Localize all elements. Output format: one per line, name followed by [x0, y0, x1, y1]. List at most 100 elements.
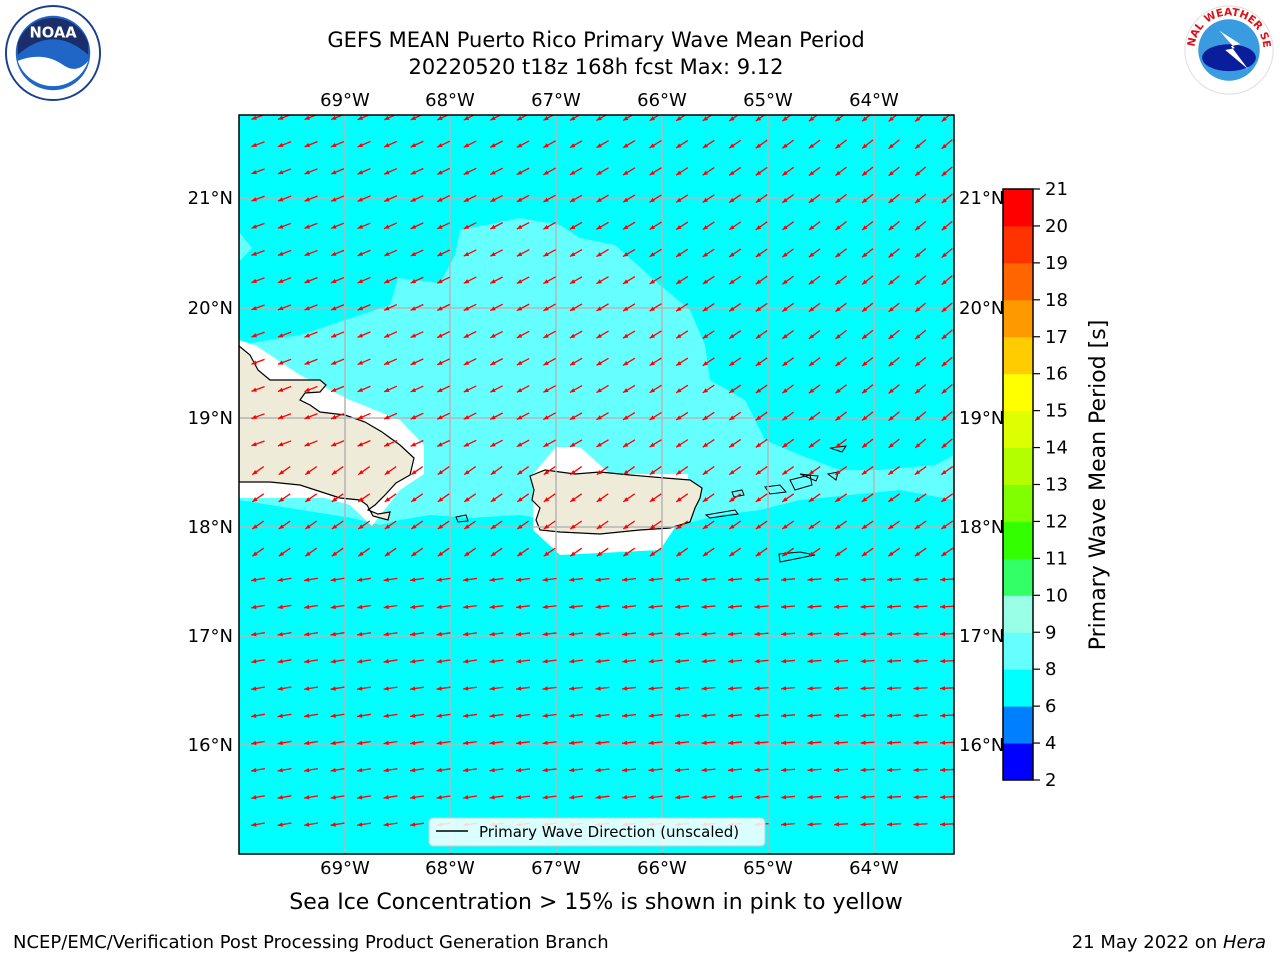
wave-arrow	[807, 794, 822, 800]
wave-arrow	[780, 577, 796, 582]
wave-arrow	[914, 166, 927, 177]
wave-arrow	[462, 577, 478, 582]
wave-arrow	[436, 276, 451, 284]
lon-label-top: 65°W	[743, 90, 793, 111]
wave-arrow	[542, 659, 557, 664]
wave-arrow	[436, 686, 451, 691]
colorbar-tick-label: 6	[1045, 696, 1056, 717]
wave-arrow	[304, 141, 318, 148]
wave-arrow	[887, 493, 901, 503]
wave-arrow	[728, 194, 742, 204]
wave-arrow	[861, 166, 874, 177]
wave-arrow	[462, 740, 478, 746]
wave-arrow	[914, 466, 927, 476]
wave-arrow	[781, 438, 795, 449]
wave-arrow	[727, 794, 743, 800]
wave-arrow	[622, 115, 634, 122]
wave-arrow	[622, 330, 636, 339]
wave-arrow	[675, 357, 689, 367]
wave-arrow	[489, 276, 504, 284]
wave-arrow	[409, 795, 425, 800]
wave-arrow	[674, 577, 690, 582]
wave-arrow	[781, 466, 795, 476]
wave-arrow	[569, 357, 583, 366]
wave-arrow	[675, 194, 689, 203]
wave-arrow	[515, 631, 531, 637]
wave-arrow	[489, 249, 504, 257]
wave-arrow	[277, 195, 292, 202]
wave-arrow	[886, 658, 902, 664]
wave-arrow	[277, 767, 292, 773]
wave-arrow	[568, 631, 584, 637]
wave-arrow	[304, 222, 318, 229]
wave-arrow	[383, 195, 398, 203]
wave-arrow	[808, 275, 821, 285]
wave-arrow	[807, 604, 822, 609]
wave-arrow	[835, 302, 847, 313]
wave-arrow	[277, 795, 292, 800]
wave-arrow	[436, 439, 451, 448]
wave-arrow	[886, 794, 902, 800]
wave-arrow	[888, 115, 898, 122]
chart-subtitle: 20220520 t18z 168h fcst Max: 9.12	[408, 55, 784, 79]
wave-arrow	[515, 659, 531, 664]
wave-arrow	[489, 167, 504, 176]
wave-arrow	[436, 167, 451, 176]
wave-arrow	[251, 222, 265, 229]
wave-arrow	[463, 466, 477, 476]
wave-arrow	[569, 115, 581, 122]
wave-arrow	[463, 115, 476, 121]
wave-arrow	[251, 493, 265, 503]
lat-label-right: 19°N	[959, 408, 1004, 429]
wave-arrow	[622, 520, 636, 530]
wave-arrow	[781, 115, 792, 122]
wave-arrow	[833, 767, 849, 773]
wave-arrow	[410, 439, 424, 447]
wave-arrow	[250, 822, 266, 827]
wave-arrow	[516, 385, 530, 393]
colorbar-tick-label: 12	[1045, 511, 1068, 532]
wave-arrow	[648, 740, 663, 745]
wave-arrow	[780, 686, 796, 691]
wave-arrow	[437, 547, 450, 557]
wave-arrow	[568, 686, 584, 691]
wave-arrow	[277, 168, 292, 175]
wave-arrow	[728, 384, 742, 394]
wave-arrow	[462, 604, 478, 610]
wave-arrow	[914, 493, 927, 503]
wave-arrow	[278, 547, 291, 557]
wave-arrow	[304, 195, 318, 202]
wave-arrow	[649, 330, 662, 339]
wave-arrow	[754, 604, 769, 609]
wave-arrow	[913, 713, 928, 718]
wave-arrow	[781, 329, 795, 340]
wave-arrow	[384, 520, 397, 530]
wave-arrow	[250, 631, 266, 637]
wave-arrow	[436, 577, 451, 582]
wave-arrow	[808, 139, 821, 149]
wave-arrow	[781, 275, 795, 285]
wave-arrow	[515, 740, 531, 746]
wave-arrow	[410, 466, 424, 476]
colorbar-tick-label: 15	[1045, 401, 1068, 422]
wave-arrow	[781, 221, 795, 231]
wave-arrow	[728, 248, 742, 258]
wave-arrow	[914, 248, 927, 258]
wave-arrow	[649, 275, 662, 285]
lon-label-bottom: 64°W	[849, 858, 899, 879]
wave-arrow	[887, 466, 901, 476]
wave-arrow	[277, 659, 292, 664]
wave-arrow	[490, 547, 503, 557]
wave-arrow	[463, 140, 477, 148]
wave-arrow	[886, 740, 902, 745]
wave-arrow	[330, 304, 345, 311]
wave-arrow	[728, 275, 742, 285]
wave-arrow	[941, 166, 953, 177]
wave-arrow	[622, 384, 636, 394]
wave-arrow	[463, 249, 477, 257]
wave-arrow	[914, 302, 927, 313]
wave-arrow	[596, 303, 609, 312]
wave-arrow	[781, 520, 795, 530]
colorbar-tick-label: 20	[1045, 216, 1068, 237]
wave-arrow	[755, 357, 768, 367]
